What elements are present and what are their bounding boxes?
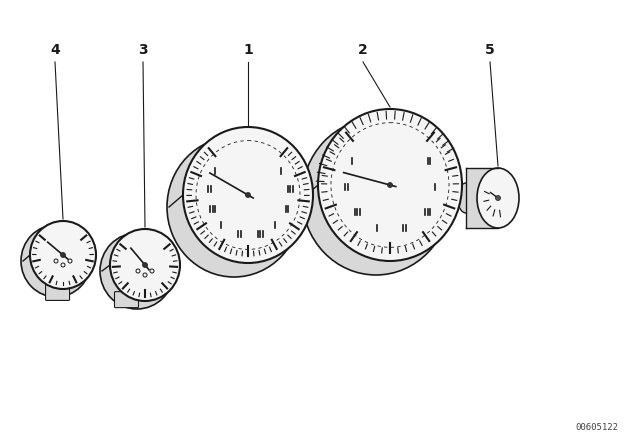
Circle shape bbox=[246, 193, 250, 198]
Ellipse shape bbox=[318, 109, 462, 261]
FancyBboxPatch shape bbox=[45, 284, 70, 301]
Circle shape bbox=[61, 253, 65, 258]
Ellipse shape bbox=[21, 225, 91, 297]
Text: 4: 4 bbox=[50, 43, 60, 57]
FancyBboxPatch shape bbox=[115, 292, 138, 308]
Circle shape bbox=[143, 263, 147, 267]
Ellipse shape bbox=[100, 233, 174, 309]
Ellipse shape bbox=[183, 127, 313, 263]
Text: 1: 1 bbox=[243, 43, 253, 57]
Circle shape bbox=[387, 182, 392, 188]
Ellipse shape bbox=[30, 221, 96, 289]
Text: 5: 5 bbox=[485, 43, 495, 57]
Text: 00605122: 00605122 bbox=[575, 423, 618, 432]
Ellipse shape bbox=[477, 168, 519, 228]
Ellipse shape bbox=[167, 137, 301, 277]
Circle shape bbox=[495, 195, 500, 201]
Ellipse shape bbox=[458, 183, 474, 213]
FancyBboxPatch shape bbox=[466, 168, 501, 228]
Ellipse shape bbox=[302, 119, 450, 275]
Text: 3: 3 bbox=[138, 43, 148, 57]
Text: 2: 2 bbox=[358, 43, 368, 57]
Ellipse shape bbox=[110, 229, 180, 301]
